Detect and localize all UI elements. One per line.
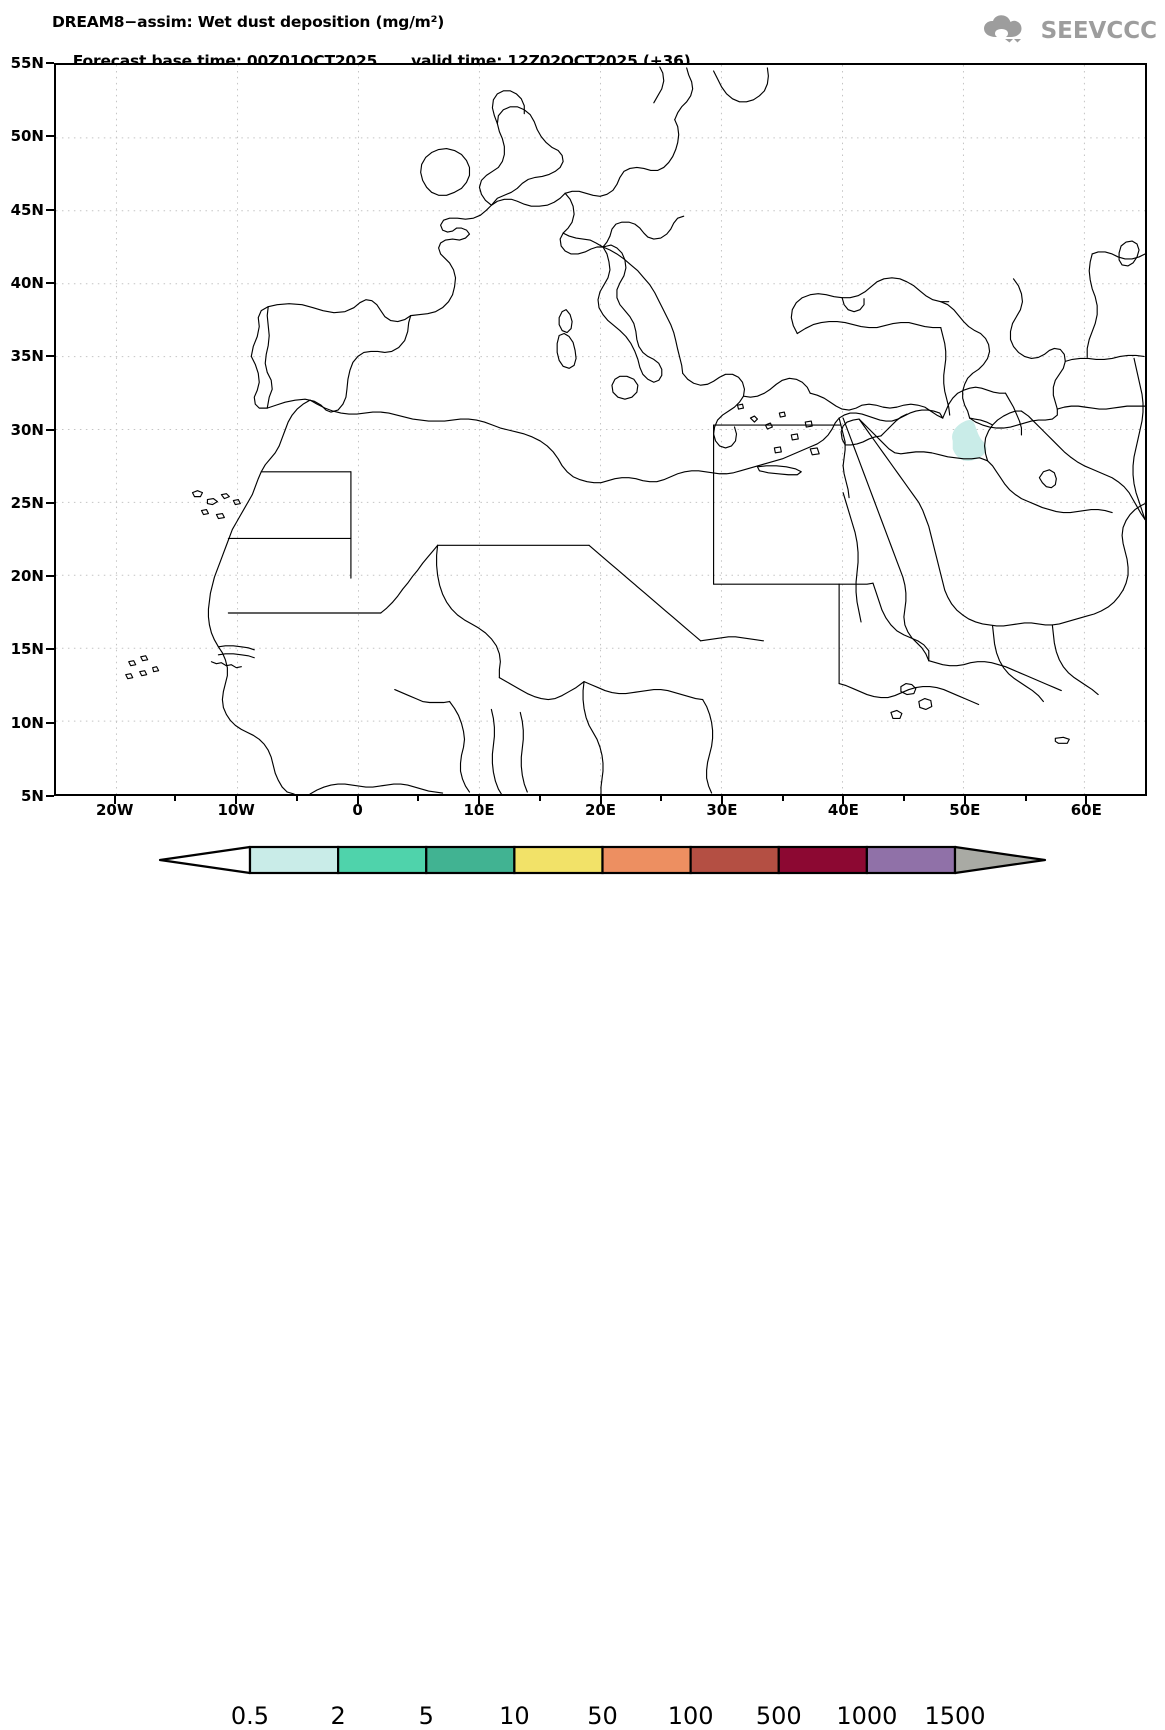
map-plot-area[interactable] xyxy=(54,63,1147,796)
colorbar-swatch-2[interactable] xyxy=(337,845,428,875)
latitude-tick xyxy=(46,355,54,358)
colorbar-tick-label: 10 xyxy=(499,1702,530,1730)
latitude-tick xyxy=(46,501,54,504)
chart-header: DREAM8−assim: Wet dust deposition (mg/m²… xyxy=(0,0,1165,70)
latitude-tick xyxy=(46,721,54,724)
latitude-tick xyxy=(46,62,54,64)
colorbar-tick-label: 100 xyxy=(667,1702,714,1730)
longitude-tick-label: 40E xyxy=(827,801,859,819)
longitude-tick-label: 0 xyxy=(352,801,363,819)
longitude-tick-label: 10W xyxy=(217,801,255,819)
longitude-tick-label: 20W xyxy=(96,801,134,819)
longitude-minor-tick xyxy=(417,796,420,801)
latitude-tick-label: 50N xyxy=(10,127,44,146)
colorbar-under-arrow[interactable] xyxy=(158,845,252,875)
longitude-tick xyxy=(356,796,359,804)
longitude-tick-label: 60E xyxy=(1070,801,1102,819)
longitude-minor-tick xyxy=(660,796,663,801)
longitude-minor-tick xyxy=(174,796,177,801)
colorbar-swatch-7[interactable] xyxy=(777,845,868,875)
longitude-tick xyxy=(842,796,845,804)
latitude-tick xyxy=(46,648,54,651)
latitude-tick xyxy=(46,281,54,284)
longitude-tick xyxy=(1085,796,1088,804)
longitude-tick-label: 20E xyxy=(584,801,617,819)
latitude-tick-label: 40N xyxy=(10,273,44,292)
colorbar-swatch-5[interactable] xyxy=(601,845,692,875)
page-title: DREAM8−assim: Wet dust deposition (mg/m²… xyxy=(52,13,445,31)
logo-text: SEEVCCC xyxy=(1040,18,1157,44)
colorbar-tick-label: 1500 xyxy=(924,1702,986,1730)
colorbar-tick-label: 5 xyxy=(418,1702,434,1730)
latitude-tick-label: 45N xyxy=(10,200,44,219)
latitude-tick-label: 5N xyxy=(21,787,44,805)
colorbar-swatch-3[interactable] xyxy=(425,845,516,875)
longitude-minor-tick xyxy=(538,796,541,801)
longitude-tick xyxy=(963,796,966,804)
longitude-minor-tick xyxy=(295,796,298,801)
colorbar-over-arrow[interactable] xyxy=(953,845,1047,875)
colorbar-tick-label: 1000 xyxy=(836,1702,898,1730)
latitude-tick-label: 30N xyxy=(10,420,44,439)
colorbar-swatch-8[interactable] xyxy=(865,845,957,875)
deposition-contour-fill xyxy=(952,420,987,461)
latitude-tick xyxy=(46,428,54,431)
longitude-minor-tick xyxy=(781,796,784,801)
latitude-tick xyxy=(46,135,54,138)
latitude-tick-label: 35N xyxy=(10,347,44,366)
colorbar-swatch-1[interactable] xyxy=(248,845,340,875)
colorbar-tick-label: 50 xyxy=(587,1702,618,1730)
cloud-icon xyxy=(983,14,1035,48)
colorbar-tick-label: 500 xyxy=(755,1702,802,1730)
map-canvas xyxy=(56,65,1145,794)
latitude-tick-label: 15N xyxy=(10,640,44,659)
map-gridlines xyxy=(56,65,1145,794)
latitude-tick xyxy=(46,795,54,797)
longitude-tick xyxy=(478,796,481,804)
colorbar-swatch-4[interactable] xyxy=(513,845,604,875)
longitude-tick xyxy=(599,796,602,804)
latitude-tick-label: 20N xyxy=(10,567,44,586)
latitude-tick-label: 10N xyxy=(10,713,44,732)
longitude-tick xyxy=(235,796,238,804)
longitude-tick-label: 30E xyxy=(706,801,738,819)
longitude-tick-label: 50E xyxy=(949,801,981,819)
latitude-tick-label: 55N xyxy=(10,54,44,72)
longitude-minor-tick xyxy=(1024,796,1027,801)
map-coastlines xyxy=(125,66,1145,794)
longitude-tick xyxy=(113,796,116,804)
latitude-tick xyxy=(46,575,54,578)
colorbar[interactable]: 0.5 2 5 10 50 100 500 1000 1500 xyxy=(0,838,1165,1730)
colorbar-tick-label: 0.5 xyxy=(230,1702,270,1730)
longitude-tick-label: 10E xyxy=(463,801,495,819)
seevccc-logo: SEEVCCC xyxy=(983,14,1157,48)
colorbar-swatch-6[interactable] xyxy=(689,845,780,875)
longitude-tick xyxy=(720,796,723,804)
latitude-tick xyxy=(46,208,54,211)
latitude-tick-label: 25N xyxy=(10,493,44,512)
longitude-minor-tick xyxy=(903,796,906,801)
colorbar-tick-label: 2 xyxy=(330,1702,346,1730)
